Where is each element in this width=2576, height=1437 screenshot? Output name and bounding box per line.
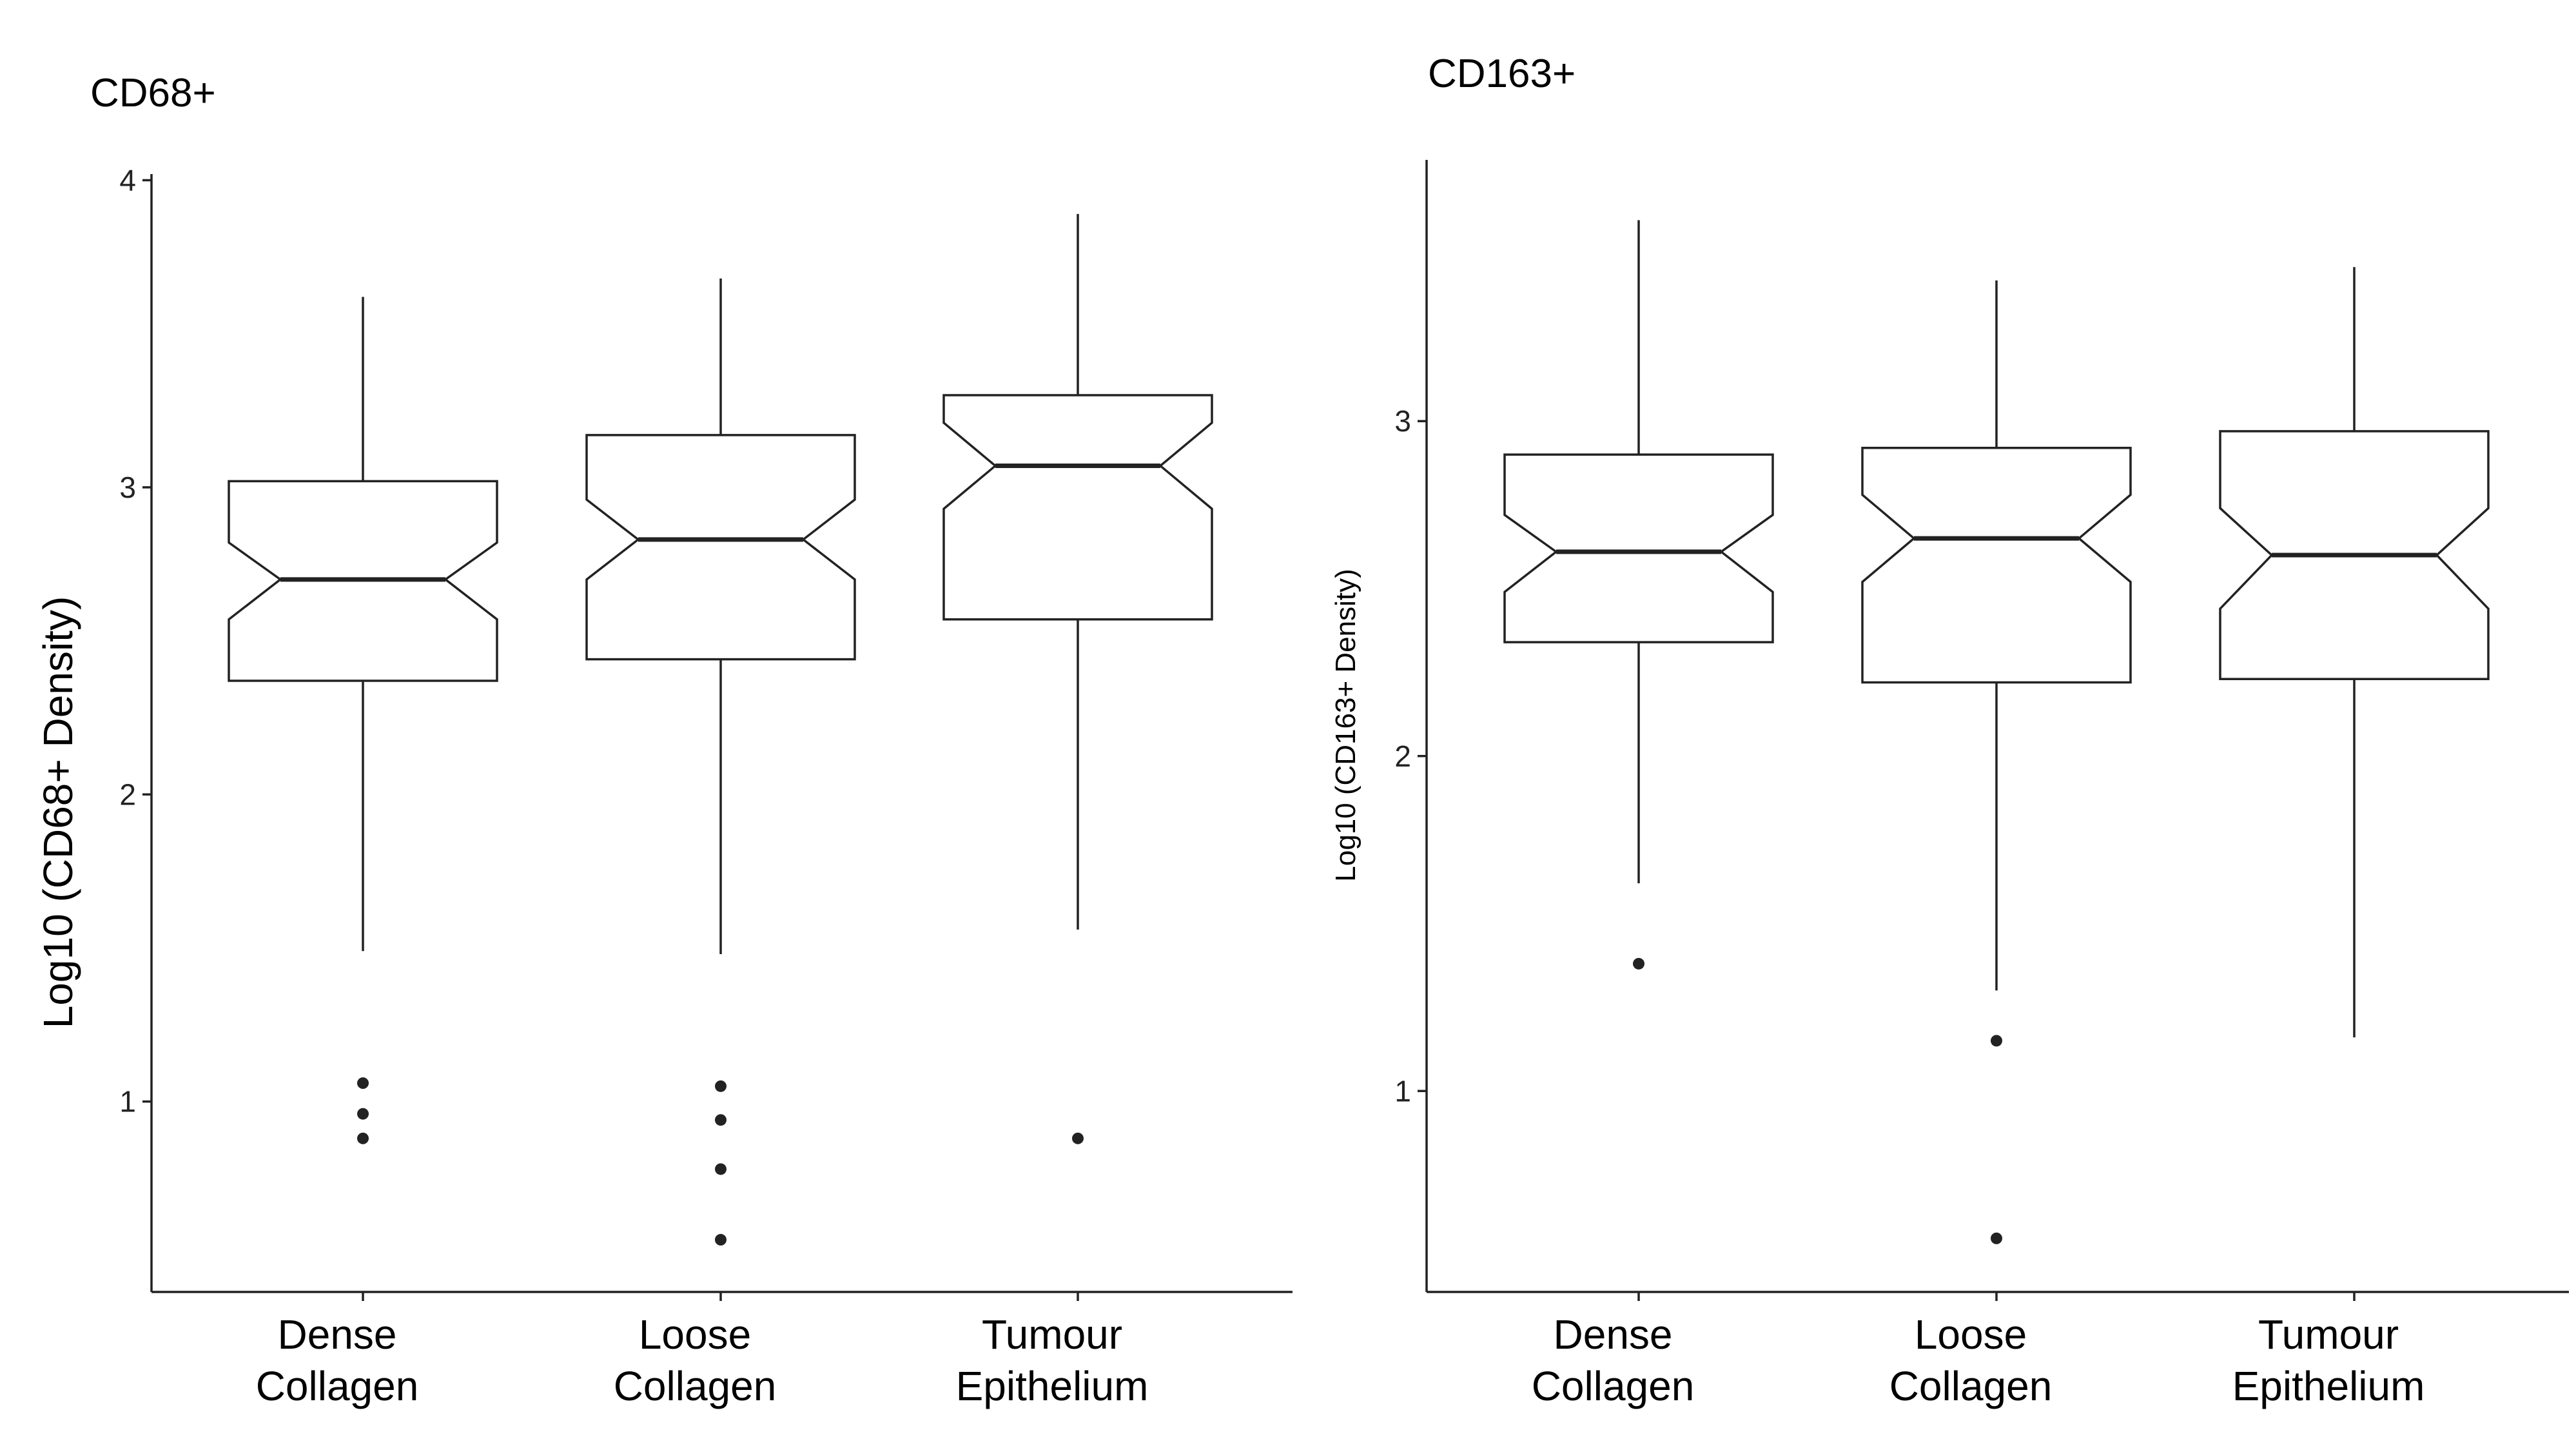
panel-1-x-tick-label-3-line-1: Tumour: [982, 1311, 1122, 1358]
panel-1-y-tick-label-4: 4: [119, 164, 136, 197]
panel-1-x-tick-label-2: Loose Collagen: [614, 1311, 777, 1409]
panel-2-y-tick-label-3: 3: [1394, 404, 1411, 438]
panel-1-box-3-outlier-1: [1072, 1133, 1084, 1144]
panel-2-x-tick-label-1: Dense Collagen: [1532, 1311, 1695, 1409]
panel-1-x-tick-label-1-line-2: Collagen: [256, 1363, 419, 1409]
panel-2-box-2-outline: [1862, 448, 2131, 683]
panel-2-x-tick-label-3-line-1: Tumour: [2258, 1311, 2399, 1358]
panel-1-y-axis-label: Log10 (CD68+ Density): [35, 596, 81, 1029]
panel-1-y-tick-label-1: 1: [119, 1085, 136, 1119]
panel-1-y-tick-label-3: 3: [119, 471, 136, 504]
panel-2-y-tick-label-1: 1: [1394, 1074, 1411, 1108]
panel-2-y-tick-label-2: 2: [1394, 739, 1411, 773]
panel-1-box-2-outline: [587, 435, 855, 660]
panel-2-x-tick-label-1-line-1: Dense: [1554, 1311, 1673, 1358]
panel-2-x-tick-label-3: Tumour Epithelium: [2232, 1311, 2425, 1409]
panel-2-box-1-outline: [1505, 455, 1773, 642]
panel-1-y-tick-label-2: 2: [119, 777, 136, 811]
panel-2-box-2-outlier-1: [1991, 1035, 2002, 1046]
panel-1-box-1-outlier-1: [357, 1077, 369, 1089]
panel-2-chart-title: CD163+: [1428, 52, 1576, 96]
panel-2-x-tick-label-1-line-2: Collagen: [1532, 1363, 1695, 1409]
panel-1-x-tick-label-2-line-2: Collagen: [614, 1363, 777, 1409]
panel-1-x-tick-label-1-line-1: Dense: [278, 1311, 397, 1358]
panel-2-y-axis-label: Log10 (CD163+ Density): [1330, 569, 1361, 881]
panel-1-x-tick-label-1: Dense Collagen: [256, 1311, 419, 1409]
panel-1-box-2-outlier-1: [715, 1080, 727, 1092]
panel-2-box-2-outlier-2: [1991, 1233, 2002, 1244]
panel-1-box-1-outlier-3: [357, 1133, 369, 1144]
panel-1-chart-title: CD68+: [90, 71, 216, 115]
panel-2-x-tick-label-2-line-1: Loose: [1915, 1311, 2027, 1358]
panel-1-box-2-outlier-2: [715, 1114, 727, 1126]
panel-1-box-2-outlier-4: [715, 1234, 727, 1246]
panel-1-box-3-outline: [944, 395, 1212, 620]
panel-1-x-tick-label-3-line-2: Epithelium: [956, 1363, 1149, 1409]
panel-1-box-2-outlier-3: [715, 1163, 727, 1175]
panel-1-box-1-outlier-2: [357, 1108, 369, 1120]
panel-2-x-tick-label-2: Loose Collagen: [1889, 1311, 2053, 1409]
panel-2-x-tick-label-3-line-2: Epithelium: [2232, 1363, 2425, 1409]
panel-2-x-tick-label-2-line-2: Collagen: [1889, 1363, 2053, 1409]
panel-2-box-1-outlier-1: [1633, 958, 1644, 970]
panel-1-x-tick-label-2-line-1: Loose: [639, 1311, 751, 1358]
panel-1-x-tick-label-3: Tumour Epithelium: [956, 1311, 1149, 1409]
